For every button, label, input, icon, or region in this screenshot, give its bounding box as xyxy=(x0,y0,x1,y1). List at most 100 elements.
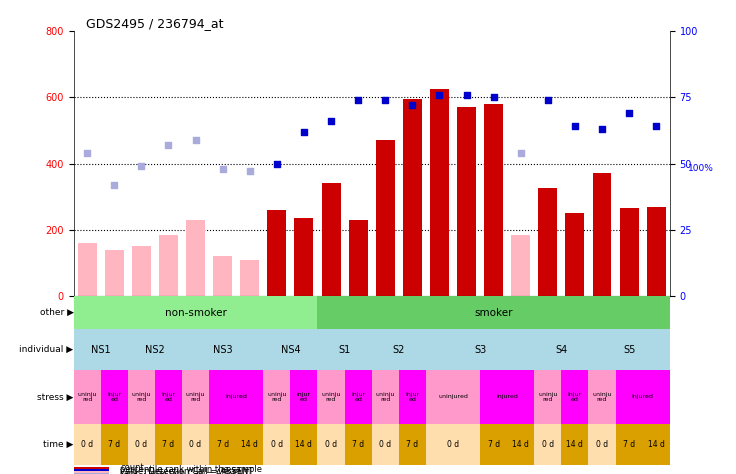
Bar xyxy=(512,235,530,296)
Bar xyxy=(344,370,372,424)
Bar xyxy=(403,99,422,296)
Point xyxy=(515,149,527,157)
Text: non-smoker: non-smoker xyxy=(165,308,227,318)
Text: injured: injured xyxy=(496,394,518,400)
Bar xyxy=(186,220,205,296)
Text: 0 d: 0 d xyxy=(271,440,283,449)
Bar xyxy=(182,370,209,424)
Bar xyxy=(534,370,562,424)
Text: 0 d: 0 d xyxy=(542,440,554,449)
Bar xyxy=(209,370,263,424)
Text: 7 d: 7 d xyxy=(163,440,174,449)
Bar xyxy=(372,370,399,424)
Text: 0 d: 0 d xyxy=(379,440,392,449)
Bar xyxy=(74,370,101,424)
Bar xyxy=(263,424,291,465)
Point xyxy=(596,125,608,133)
Text: 14 d: 14 d xyxy=(241,440,258,449)
Bar xyxy=(538,189,557,296)
Bar xyxy=(643,424,670,465)
Text: injur
ed: injur ed xyxy=(568,392,582,402)
Text: injur
ed: injur ed xyxy=(161,392,175,402)
Text: S5: S5 xyxy=(623,345,635,355)
Text: uninju
red: uninju red xyxy=(592,392,612,402)
Bar xyxy=(322,183,341,296)
Text: NS3: NS3 xyxy=(213,345,233,355)
Bar xyxy=(132,246,151,296)
Bar xyxy=(182,329,263,370)
Text: S4: S4 xyxy=(555,345,567,355)
Point xyxy=(434,91,445,98)
Bar xyxy=(480,424,507,465)
Bar xyxy=(128,370,155,424)
Text: percentile rank within the sample: percentile rank within the sample xyxy=(120,465,262,474)
Bar xyxy=(159,235,178,296)
Text: GDS2495 / 236794_at: GDS2495 / 236794_at xyxy=(85,17,223,30)
Bar xyxy=(615,424,643,465)
Point xyxy=(379,96,391,104)
Bar xyxy=(74,424,101,465)
Bar xyxy=(376,140,394,296)
Bar xyxy=(426,424,480,465)
Bar xyxy=(240,260,259,296)
Text: time ▶: time ▶ xyxy=(43,440,74,449)
Point xyxy=(108,181,120,189)
Bar xyxy=(291,370,317,424)
Text: value, Detection Call = ABSENT: value, Detection Call = ABSENT xyxy=(120,467,253,474)
Bar xyxy=(620,209,639,296)
Point xyxy=(406,101,418,109)
Point xyxy=(244,168,255,175)
Text: injur
ed: injur ed xyxy=(351,392,365,402)
Point xyxy=(190,136,202,144)
Text: 0 d: 0 d xyxy=(447,440,459,449)
Text: 0 d: 0 d xyxy=(325,440,337,449)
Text: 0 d: 0 d xyxy=(189,440,202,449)
Text: injur
ed: injur ed xyxy=(107,392,121,402)
Bar xyxy=(128,424,155,465)
Bar xyxy=(507,424,534,465)
Bar xyxy=(213,256,232,296)
Bar xyxy=(399,424,426,465)
Text: uninju
red: uninju red xyxy=(538,392,558,402)
Bar xyxy=(317,424,344,465)
Text: uninju
red: uninju red xyxy=(267,392,286,402)
Bar xyxy=(399,370,426,424)
Point xyxy=(325,117,337,125)
Bar xyxy=(615,370,670,424)
Bar xyxy=(74,467,110,468)
Bar xyxy=(78,243,96,296)
Bar xyxy=(480,370,534,424)
Point xyxy=(298,128,310,136)
Bar xyxy=(128,329,182,370)
Bar xyxy=(589,370,615,424)
Text: uninju
red: uninju red xyxy=(185,392,205,402)
Text: injur
ed: injur ed xyxy=(406,392,420,402)
Bar xyxy=(317,370,344,424)
Bar xyxy=(457,107,476,296)
Text: NS1: NS1 xyxy=(91,345,110,355)
Point xyxy=(569,123,581,130)
Text: individual ▶: individual ▶ xyxy=(19,345,74,354)
Bar xyxy=(267,210,286,296)
Text: uninjured: uninjured xyxy=(438,394,468,400)
Bar xyxy=(534,329,589,370)
Bar xyxy=(372,424,399,465)
Bar xyxy=(317,296,670,329)
Bar xyxy=(209,424,236,465)
Point xyxy=(542,96,553,104)
Point xyxy=(216,165,228,173)
Bar xyxy=(562,370,589,424)
Bar xyxy=(74,473,110,474)
Text: NS4: NS4 xyxy=(280,345,300,355)
Text: other ▶: other ▶ xyxy=(40,309,74,317)
Y-axis label: 100%: 100% xyxy=(687,164,714,173)
Text: uninju
red: uninju red xyxy=(375,392,395,402)
Bar xyxy=(589,329,670,370)
Bar xyxy=(74,471,110,473)
Bar xyxy=(562,424,589,465)
Bar xyxy=(101,424,128,465)
Point xyxy=(651,123,662,130)
Bar xyxy=(182,424,209,465)
Bar xyxy=(294,219,314,296)
Bar xyxy=(263,329,317,370)
